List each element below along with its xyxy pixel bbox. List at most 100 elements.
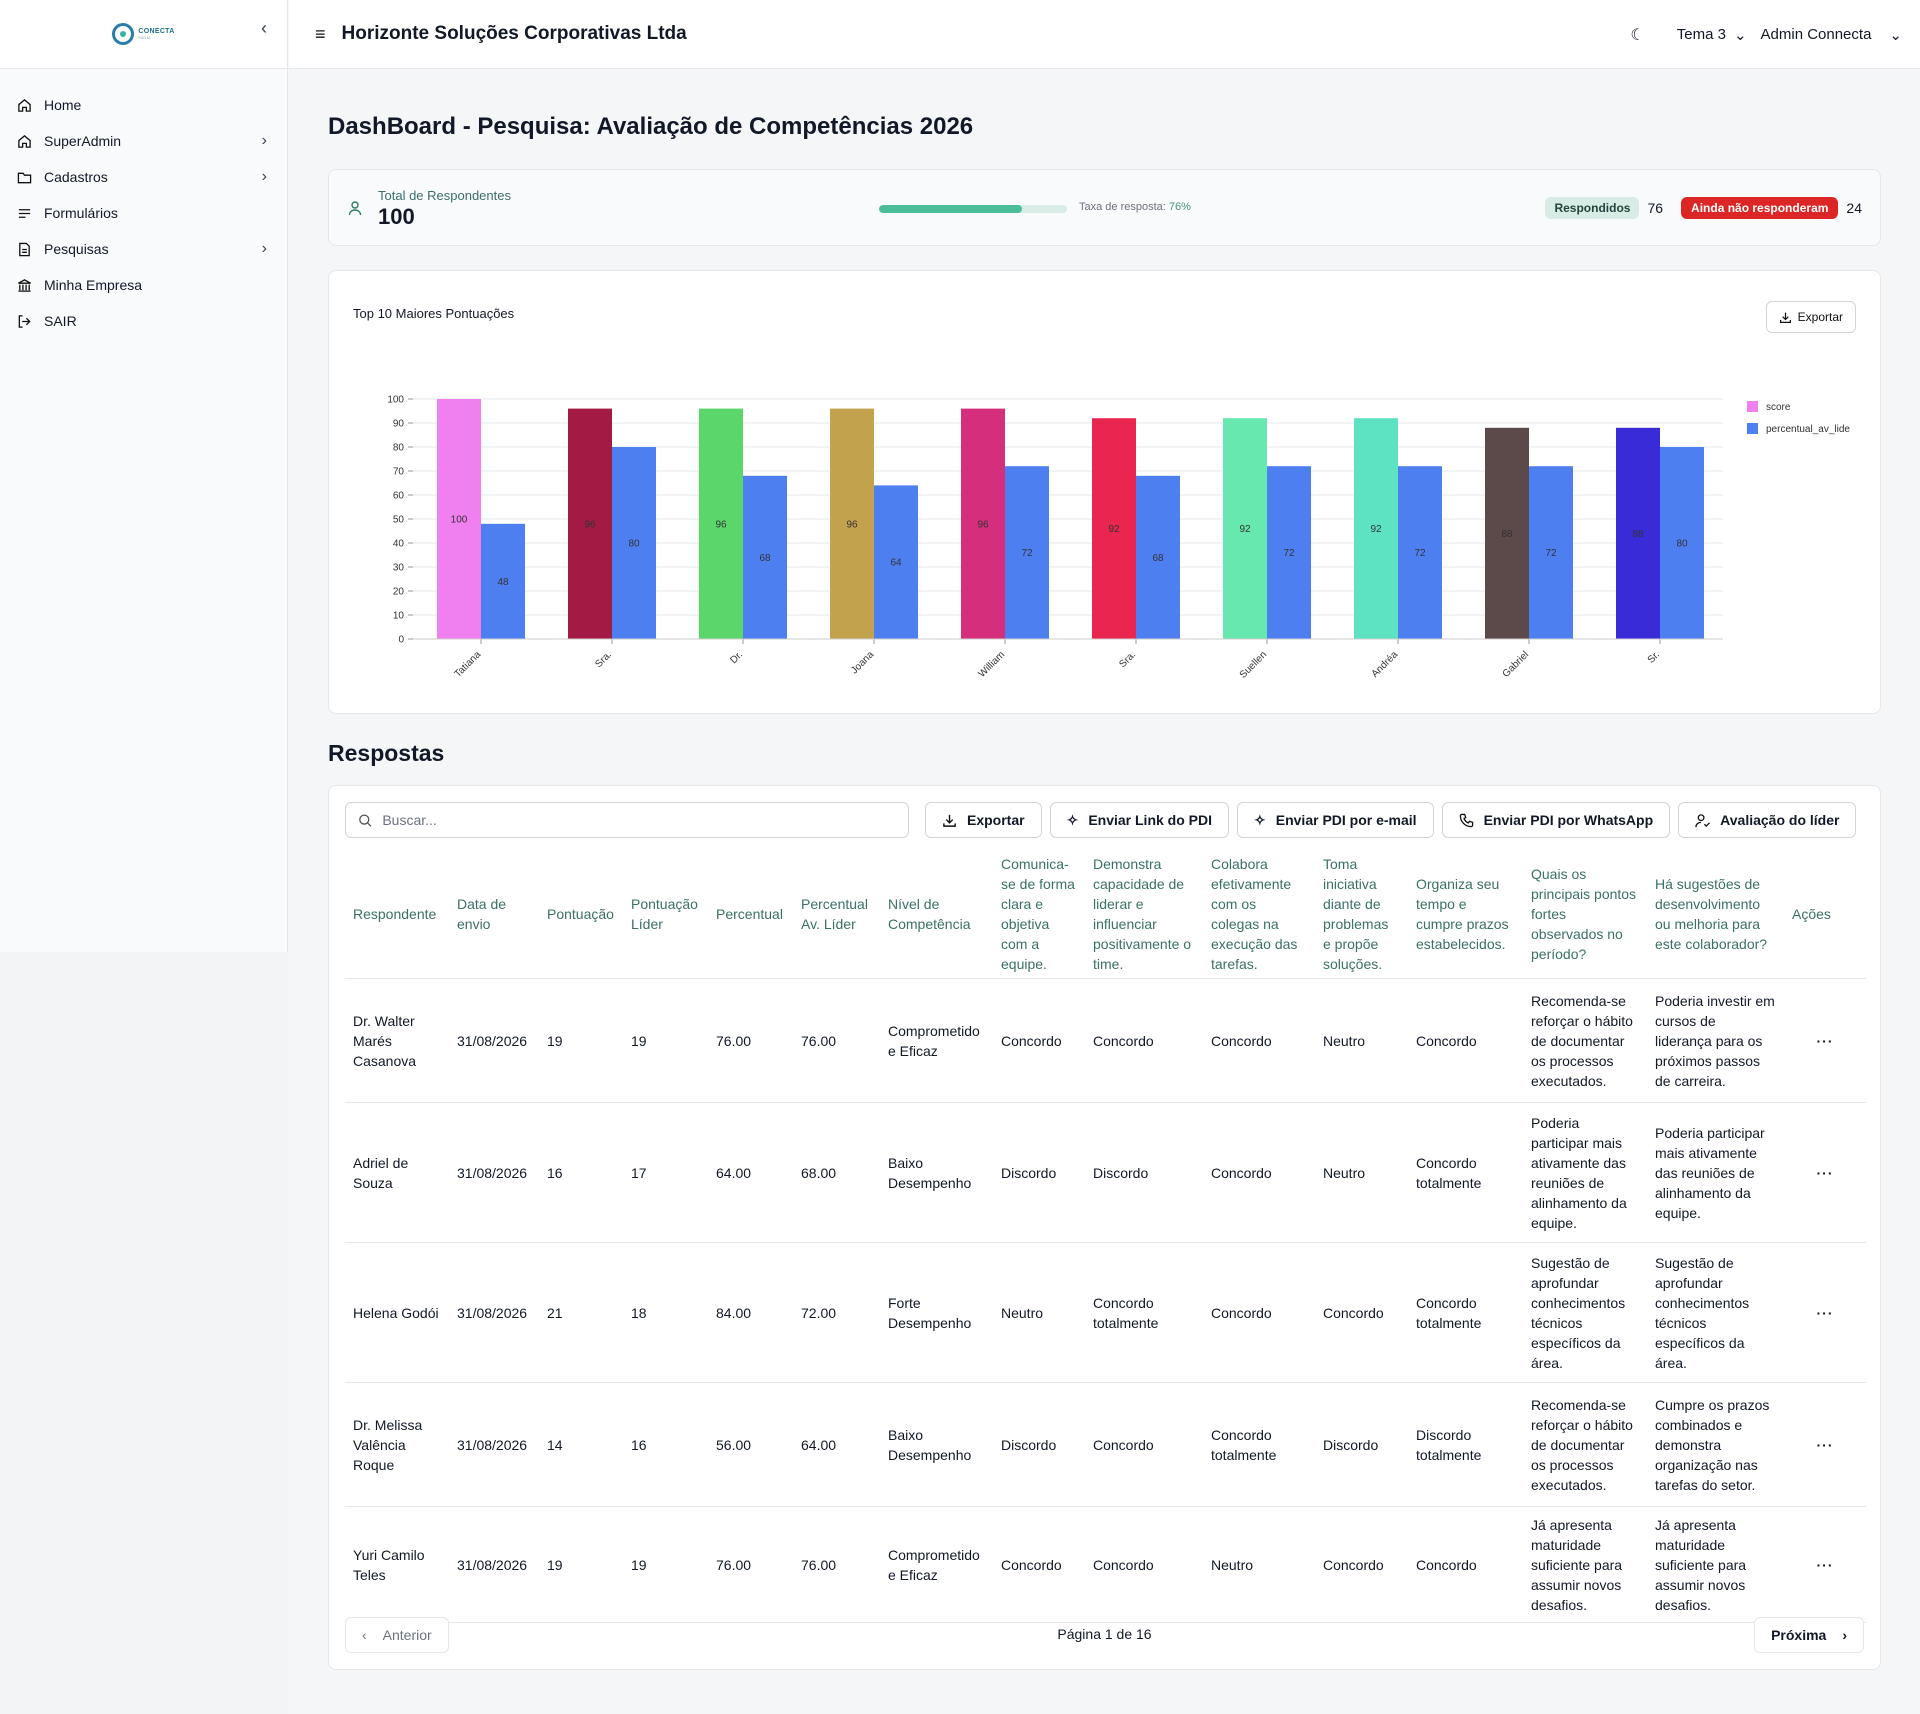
send-pdi-whatsapp-button[interactable]: Enviar PDI por WhatsApp bbox=[1441, 802, 1671, 838]
response-rate-fill bbox=[879, 205, 1022, 213]
table-cell: Concordo bbox=[1085, 1382, 1203, 1507]
table-cell: Baixo Desempenho bbox=[880, 1382, 993, 1507]
user-icon bbox=[347, 200, 363, 221]
table-cell: 18 bbox=[623, 1242, 708, 1383]
x-tick-label: Andréa bbox=[1370, 649, 1401, 680]
score-bar bbox=[961, 408, 1005, 639]
row-actions-button[interactable]: ··· bbox=[1784, 1102, 1866, 1243]
table-cell: Sugestão de aprofundar conhecimentos téc… bbox=[1647, 1242, 1784, 1383]
table-cell: 21 bbox=[539, 1242, 623, 1383]
table-cell: Adriel de Souza bbox=[345, 1102, 449, 1243]
table-row[interactable]: Adriel de Souza 31/08/2026 16 17 64.00 68.00 B… bbox=[345, 1102, 1866, 1243]
table-cell: Concordo bbox=[1408, 978, 1523, 1103]
x-tick-label: Dr. bbox=[728, 649, 745, 666]
table-cell: Discordo bbox=[1085, 1102, 1203, 1243]
legend-label-leader-percent: percentual_av_lide bbox=[1766, 424, 1850, 435]
responses-section-title: Respostas bbox=[328, 740, 445, 766]
table-cell: Forte Desempenho bbox=[880, 1242, 993, 1383]
chevron-right-icon: › bbox=[261, 168, 267, 185]
row-actions-button[interactable]: ··· bbox=[1784, 1506, 1866, 1623]
column-header: Pontuação bbox=[539, 850, 623, 979]
score-data-label: 100 bbox=[451, 515, 468, 526]
dark-mode-toggle-icon[interactable]: ☾ bbox=[1630, 26, 1645, 44]
hamburger-menu-icon[interactable]: ≡ bbox=[315, 23, 326, 44]
company-logo[interactable]: CONECTA MIDIA bbox=[112, 23, 174, 45]
column-header: Pontuação Líder bbox=[623, 850, 708, 979]
table-cell: Neutro bbox=[993, 1242, 1085, 1383]
table-cell: Já apresenta maturidade suficiente para … bbox=[1647, 1506, 1784, 1623]
folder-icon bbox=[16, 169, 32, 185]
sidebar-header: CONECTA MIDIA ‹ bbox=[0, 0, 287, 69]
pagination: ‹ Anterior Página 1 de 16 Próxima › bbox=[345, 1617, 1864, 1653]
sidebar-item-label: Minha Empresa bbox=[44, 277, 143, 293]
table-cell: 19 bbox=[623, 978, 708, 1103]
table-cell: Concordo bbox=[1203, 1102, 1315, 1243]
send-pdi-email-button[interactable]: ✧ Enviar PDI por e-mail bbox=[1237, 802, 1434, 838]
sidebar-item-minha-empresa[interactable]: Minha Empresa bbox=[0, 267, 287, 303]
sparkles-icon: ✧ bbox=[1254, 811, 1266, 828]
send-pdi-link-button[interactable]: ✧ Enviar Link do PDI bbox=[1049, 802, 1230, 838]
table-cell: Discordo totalmente bbox=[1408, 1382, 1523, 1507]
score-bar bbox=[568, 408, 612, 639]
search-box bbox=[345, 802, 909, 838]
column-header: Colabora efetivamente com os colegas na … bbox=[1203, 850, 1315, 979]
leader-percent-bar bbox=[874, 485, 918, 639]
table-row[interactable]: Yuri Camilo Teles 31/08/2026 19 19 76.00 76.0… bbox=[345, 1506, 1866, 1623]
leader-percent-bar bbox=[1136, 475, 1180, 639]
export-button[interactable]: Exportar bbox=[925, 802, 1042, 838]
leader-evaluation-button[interactable]: Avaliação do líder bbox=[1678, 802, 1857, 838]
sidebar-item-pesquisas[interactable]: Pesquisas › bbox=[0, 231, 287, 267]
search-input[interactable] bbox=[382, 812, 908, 828]
score-data-label: 92 bbox=[1239, 524, 1251, 535]
row-actions-button[interactable]: ··· bbox=[1784, 1242, 1866, 1383]
download-icon bbox=[1779, 312, 1791, 323]
x-tick-label: Joana bbox=[849, 649, 876, 676]
logo-text: CONECTA bbox=[138, 28, 175, 35]
column-header: Quais os principais pontos fortes observ… bbox=[1523, 850, 1647, 979]
y-tick-label: 80 bbox=[393, 443, 405, 454]
chart-export-button[interactable]: Exportar bbox=[1765, 301, 1856, 333]
score-bar bbox=[1223, 418, 1267, 639]
chevron-down-icon: ⌄ bbox=[1889, 26, 1902, 44]
x-tick-label: Tatiana bbox=[453, 649, 484, 680]
collapse-sidebar-icon[interactable]: ‹ bbox=[261, 18, 267, 38]
y-tick-label: 50 bbox=[393, 515, 405, 526]
search-icon bbox=[359, 813, 372, 827]
sidebar-item-cadastros[interactable]: Cadastros › bbox=[0, 159, 287, 195]
user-menu[interactable]: Admin Connecta ⌄ bbox=[1761, 26, 1902, 44]
bank-icon bbox=[16, 277, 32, 293]
table-row[interactable]: Helena Godói 31/08/2026 21 18 84.00 72.00 Fort… bbox=[345, 1242, 1866, 1383]
leader-percent-bar bbox=[1398, 466, 1442, 639]
sidebar-lower-area bbox=[0, 952, 288, 1714]
table-cell: 64.00 bbox=[708, 1102, 793, 1243]
row-actions-button[interactable]: ··· bbox=[1784, 978, 1866, 1103]
sidebar-item-formularios[interactable]: Formulários bbox=[0, 195, 287, 231]
chevron-down-icon: ⌄ bbox=[1733, 26, 1747, 44]
next-page-button[interactable]: Próxima › bbox=[1754, 1617, 1864, 1653]
column-header: Organiza seu tempo e cumpre prazos estab… bbox=[1408, 850, 1523, 979]
theme-selector[interactable]: Tema 3 ⌄ bbox=[1677, 26, 1747, 44]
previous-page-button[interactable]: ‹ Anterior bbox=[345, 1617, 449, 1653]
home-icon bbox=[16, 97, 32, 113]
answered-count: 76 bbox=[1647, 200, 1664, 216]
table-row[interactable]: Dr. Melissa Valência Roque 31/08/2026 14 16… bbox=[345, 1382, 1866, 1507]
row-actions-button[interactable]: ··· bbox=[1784, 1382, 1866, 1507]
column-header: Percentual bbox=[708, 850, 793, 979]
table-cell: 19 bbox=[539, 1506, 623, 1623]
leader-percent-data-label: 80 bbox=[1676, 539, 1688, 550]
responses-toolbar: Exportar ✧ Enviar Link do PDI ✧ Enviar P… bbox=[345, 802, 1864, 838]
sidebar-item-superadmin[interactable]: SuperAdmin › bbox=[0, 123, 287, 159]
table-cell: Concordo bbox=[1085, 1506, 1203, 1623]
sidebar-item-sair[interactable]: SAIR bbox=[0, 303, 287, 339]
chevron-left-icon: ‹ bbox=[362, 1627, 367, 1643]
table-cell: Neutro bbox=[1315, 1102, 1408, 1243]
y-tick-label: 20 bbox=[393, 587, 405, 598]
x-tick-label: Sra. bbox=[1117, 649, 1138, 670]
table-cell: 84.00 bbox=[708, 1242, 793, 1383]
legend-swatch-leader-percent bbox=[1747, 423, 1758, 434]
table-row[interactable]: Dr. Walter Marés Casanova 31/08/2026 19 19 7… bbox=[345, 978, 1866, 1103]
sidebar-item-home[interactable]: Home bbox=[0, 87, 287, 123]
response-rate-text: Taxa de resposta: 76% bbox=[1079, 201, 1191, 213]
leader-percent-data-label: 68 bbox=[759, 553, 771, 564]
sparkles-icon: ✧ bbox=[1066, 811, 1079, 828]
